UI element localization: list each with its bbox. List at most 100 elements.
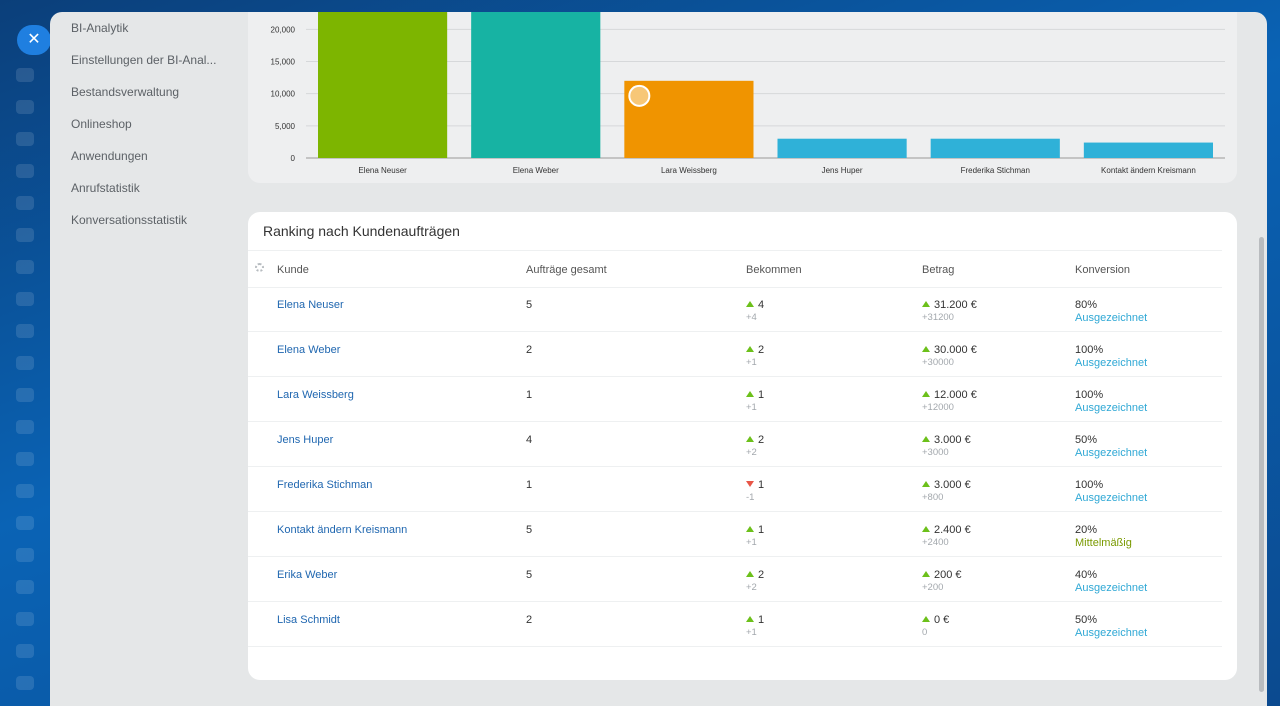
trend-arrow	[922, 616, 930, 622]
amount-delta: +2400	[922, 537, 949, 548]
menu-item[interactable]: Anwendungen	[71, 149, 148, 163]
trend-arrow	[746, 526, 754, 532]
customer-link[interactable]: Kontakt ändern Kreismann	[277, 524, 408, 536]
amount-delta: +800	[922, 492, 944, 503]
table-row: Erika Weber 5 2 +2 200 € +200 40% Ausgezeichnet	[248, 557, 1222, 602]
menu-item[interactable]: Einstellungen der BI-Anal...	[71, 53, 217, 67]
table-row: Frederika Stichman 1 1 -1 3.000 € +800 100% Aus…	[248, 467, 1222, 512]
column-header[interactable]: Bekommen	[746, 264, 802, 276]
trend-arrow	[746, 616, 754, 622]
customer-link[interactable]: Lara Weissberg	[277, 389, 354, 401]
rating: Ausgezeichnet	[1075, 312, 1148, 324]
scrollbar[interactable]	[1259, 237, 1264, 692]
table-row: Lisa Schmidt 2 1 +1 0 € 0 50% Ausgezeichnet	[248, 602, 1222, 647]
rail-icon	[16, 580, 34, 594]
amount-cell: 2.400 €	[922, 524, 971, 536]
menu-item[interactable]: Onlineshop	[71, 117, 132, 131]
amount: 12.000 €	[934, 389, 977, 401]
bar	[1083, 142, 1213, 158]
x-tick-label: Jens Huper	[822, 166, 863, 175]
bars	[318, 12, 1213, 158]
x-tick-label: Elena Neuser	[358, 166, 407, 175]
rail-icon	[16, 100, 34, 114]
customer-link[interactable]: Elena Weber	[277, 344, 341, 356]
customer-link[interactable]: Jens Huper	[277, 434, 334, 446]
received: 1	[758, 479, 765, 491]
conversion: 40%	[1075, 569, 1098, 581]
y-tick-label: 5,000	[275, 122, 296, 131]
received-cell: 1	[746, 389, 764, 401]
amount-cell: 3.000 €	[922, 434, 971, 446]
rank-badge	[628, 84, 651, 107]
menu-item[interactable]: Konversationsstatistik	[71, 213, 188, 227]
received-cell: 2	[746, 344, 764, 356]
table-row: Lara Weissberg 1 1 +1 12.000 € +12000 100% Ausg…	[248, 377, 1222, 422]
menu-item[interactable]: Bestandsverwaltung	[71, 85, 180, 99]
amount: 31.200 €	[934, 299, 977, 311]
rating: Ausgezeichnet	[1075, 492, 1148, 504]
close-button[interactable]: ✕	[17, 25, 51, 55]
trend-arrow	[922, 436, 930, 442]
amount-delta: +30000	[922, 357, 954, 368]
trend-arrow	[746, 301, 754, 307]
menu-item[interactable]: Anrufstatistik	[71, 181, 140, 195]
received-delta: +1	[746, 627, 757, 638]
received-delta: +1	[746, 357, 757, 368]
customer-link[interactable]: Elena Neuser	[277, 299, 344, 311]
customer-link[interactable]: Lisa Schmidt	[277, 614, 340, 626]
rail-icon	[16, 196, 34, 210]
column-header[interactable]: Konversion	[1075, 264, 1131, 276]
rating: Ausgezeichnet	[1075, 357, 1148, 369]
table-row: Elena Neuser 5 4 +4 31.200 € +31200 80% Ausgeze…	[248, 287, 1222, 332]
orders: 1	[526, 479, 533, 491]
amount: 2.400 €	[934, 524, 971, 536]
menu-item[interactable]: BI-Analytik	[71, 21, 129, 35]
conversion: 100%	[1075, 389, 1104, 401]
rail-icon	[16, 548, 34, 562]
conversion: 50%	[1075, 434, 1098, 446]
amount: 200 €	[934, 569, 962, 581]
amount-cell: 31.200 €	[922, 299, 977, 311]
orders: 1	[526, 389, 533, 401]
rail-icon	[16, 292, 34, 306]
customer-link[interactable]: Erika Weber	[277, 569, 338, 581]
received-cell: 2	[746, 434, 764, 446]
amount-cell: 0 €	[922, 614, 949, 626]
table-row: Jens Huper 4 2 +2 3.000 € +3000 50% Ausgezeichn…	[248, 422, 1222, 467]
conversion: 100%	[1075, 344, 1104, 356]
received-cell: 1	[746, 614, 764, 626]
customer-link[interactable]: Frederika Stichman	[277, 479, 373, 491]
amount: 30.000 €	[934, 344, 977, 356]
trend-arrow	[922, 481, 930, 487]
conversion: 20%	[1075, 524, 1098, 536]
trend-arrow	[746, 481, 754, 487]
rating: Ausgezeichnet	[1075, 582, 1148, 594]
column-header[interactable]: Aufträge gesamt	[526, 264, 607, 276]
rail-icon	[16, 132, 34, 146]
rail-icon	[16, 484, 34, 498]
panel: BI-Analytik Einstellungen der BI-Anal... B…	[50, 12, 1267, 706]
conversion: 100%	[1075, 479, 1104, 491]
column-header[interactable]: Kunde	[277, 264, 309, 276]
received-delta: +2	[746, 582, 757, 593]
bar	[777, 138, 907, 158]
amount-delta: +12000	[922, 402, 954, 413]
y-tick-label: 0	[291, 154, 296, 163]
rail-icon	[16, 612, 34, 626]
amount-cell: 200 €	[922, 569, 962, 581]
amount-delta: +3000	[922, 447, 949, 458]
rating: Mittelmäßig	[1075, 537, 1132, 549]
chart: 0 5,000 10,000 15,000 20,000 Elena Neuser Elen…	[271, 12, 1225, 175]
rail-icon	[16, 676, 34, 690]
column-header[interactable]: Betrag	[922, 264, 955, 276]
settings-icon[interactable]	[255, 263, 264, 272]
rail-icon	[16, 324, 34, 338]
amount-cell: 30.000 €	[922, 344, 977, 356]
x-tick-label: Lara Weissberg	[661, 166, 717, 175]
sidebar-menu: BI-Analytik Einstellungen der BI-Anal... B…	[71, 21, 216, 245]
amount-delta: 0	[922, 627, 928, 638]
orders: 2	[526, 344, 533, 356]
bar	[471, 12, 601, 158]
table-row: Kontakt ändern Kreismann 5 1 +1 2.400 € +2400…	[248, 512, 1222, 557]
